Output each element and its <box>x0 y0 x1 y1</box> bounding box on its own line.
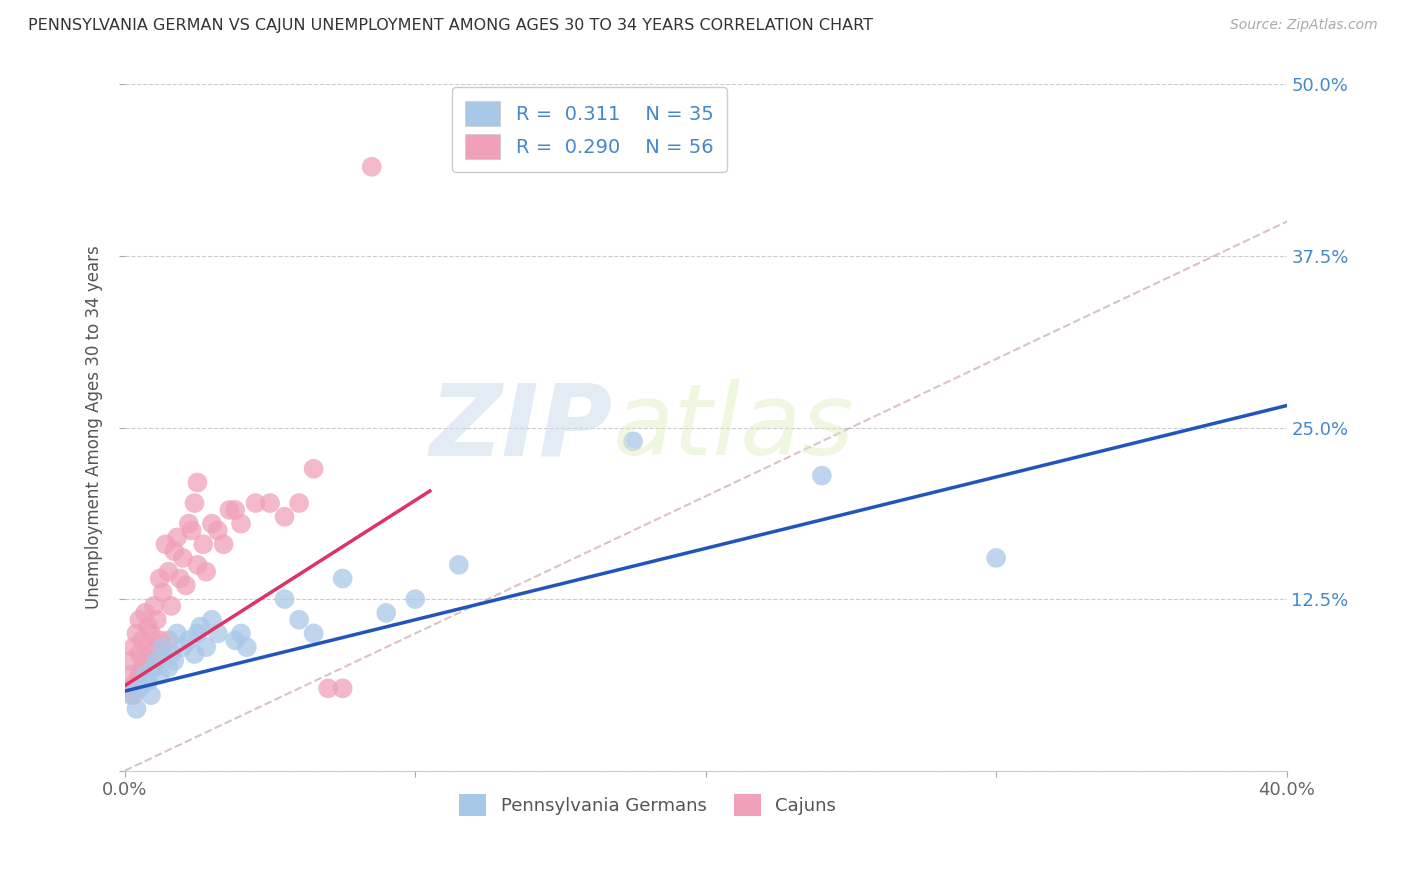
Point <box>224 633 246 648</box>
Point <box>177 516 200 531</box>
Point <box>188 619 211 633</box>
Point <box>131 661 153 675</box>
Point <box>166 530 188 544</box>
Point <box>120 654 142 668</box>
Point <box>152 647 174 661</box>
Point <box>160 647 183 661</box>
Point <box>332 572 354 586</box>
Legend: Pennsylvania Germans, Cajuns: Pennsylvania Germans, Cajuns <box>451 787 844 823</box>
Point <box>125 626 148 640</box>
Point <box>236 640 259 655</box>
Point <box>122 640 145 655</box>
Point <box>157 565 180 579</box>
Point <box>131 633 153 648</box>
Point <box>332 681 354 696</box>
Point <box>201 613 224 627</box>
Point <box>146 640 169 655</box>
Point <box>193 537 215 551</box>
Point <box>229 626 252 640</box>
Point <box>360 160 382 174</box>
Text: PENNSYLVANIA GERMAN VS CAJUN UNEMPLOYMENT AMONG AGES 30 TO 34 YEARS CORRELATION : PENNSYLVANIA GERMAN VS CAJUN UNEMPLOYMEN… <box>28 18 873 33</box>
Point <box>186 558 208 572</box>
Point <box>134 654 156 668</box>
Point <box>117 681 139 696</box>
Point <box>229 516 252 531</box>
Point <box>447 558 470 572</box>
Point <box>375 606 398 620</box>
Point <box>152 640 174 655</box>
Point <box>157 661 180 675</box>
Text: atlas: atlas <box>613 379 855 476</box>
Point <box>811 468 834 483</box>
Text: Source: ZipAtlas.com: Source: ZipAtlas.com <box>1230 18 1378 32</box>
Point <box>152 585 174 599</box>
Point <box>273 509 295 524</box>
Point <box>302 626 325 640</box>
Point <box>218 503 240 517</box>
Text: ZIP: ZIP <box>430 379 613 476</box>
Point <box>157 633 180 648</box>
Y-axis label: Unemployment Among Ages 30 to 34 years: Unemployment Among Ages 30 to 34 years <box>86 245 103 609</box>
Point <box>163 654 186 668</box>
Point <box>259 496 281 510</box>
Point <box>128 647 150 661</box>
Point <box>288 496 311 510</box>
Point <box>136 674 159 689</box>
Point <box>201 516 224 531</box>
Point <box>302 461 325 475</box>
Point <box>186 626 208 640</box>
Point <box>139 688 162 702</box>
Point <box>136 619 159 633</box>
Point <box>155 537 177 551</box>
Point <box>142 661 165 675</box>
Point <box>166 626 188 640</box>
Point <box>207 626 229 640</box>
Point <box>621 434 644 449</box>
Point <box>134 606 156 620</box>
Point <box>288 613 311 627</box>
Point <box>128 681 150 696</box>
Point <box>163 544 186 558</box>
Point <box>142 661 165 675</box>
Point <box>212 537 235 551</box>
Point <box>120 688 142 702</box>
Point <box>183 647 205 661</box>
Point <box>149 633 172 648</box>
Point <box>146 613 169 627</box>
Point <box>128 613 150 627</box>
Point <box>207 524 229 538</box>
Point <box>186 475 208 490</box>
Point <box>224 503 246 517</box>
Point <box>120 667 142 681</box>
Point <box>172 551 194 566</box>
Point <box>316 681 339 696</box>
Point <box>169 572 191 586</box>
Point <box>125 674 148 689</box>
Point <box>122 688 145 702</box>
Point <box>180 524 202 538</box>
Point <box>142 599 165 613</box>
Point <box>984 551 1007 566</box>
Point <box>183 496 205 510</box>
Point <box>146 654 169 668</box>
Point <box>149 572 172 586</box>
Point <box>134 667 156 681</box>
Point <box>125 702 148 716</box>
Point <box>195 640 218 655</box>
Point <box>136 640 159 655</box>
Point <box>273 592 295 607</box>
Point <box>404 592 426 607</box>
Point <box>149 667 172 681</box>
Point <box>177 633 200 648</box>
Point <box>172 640 194 655</box>
Point <box>174 578 197 592</box>
Point <box>195 565 218 579</box>
Point <box>128 667 150 681</box>
Point <box>139 626 162 640</box>
Point <box>245 496 267 510</box>
Point <box>160 599 183 613</box>
Point <box>139 654 162 668</box>
